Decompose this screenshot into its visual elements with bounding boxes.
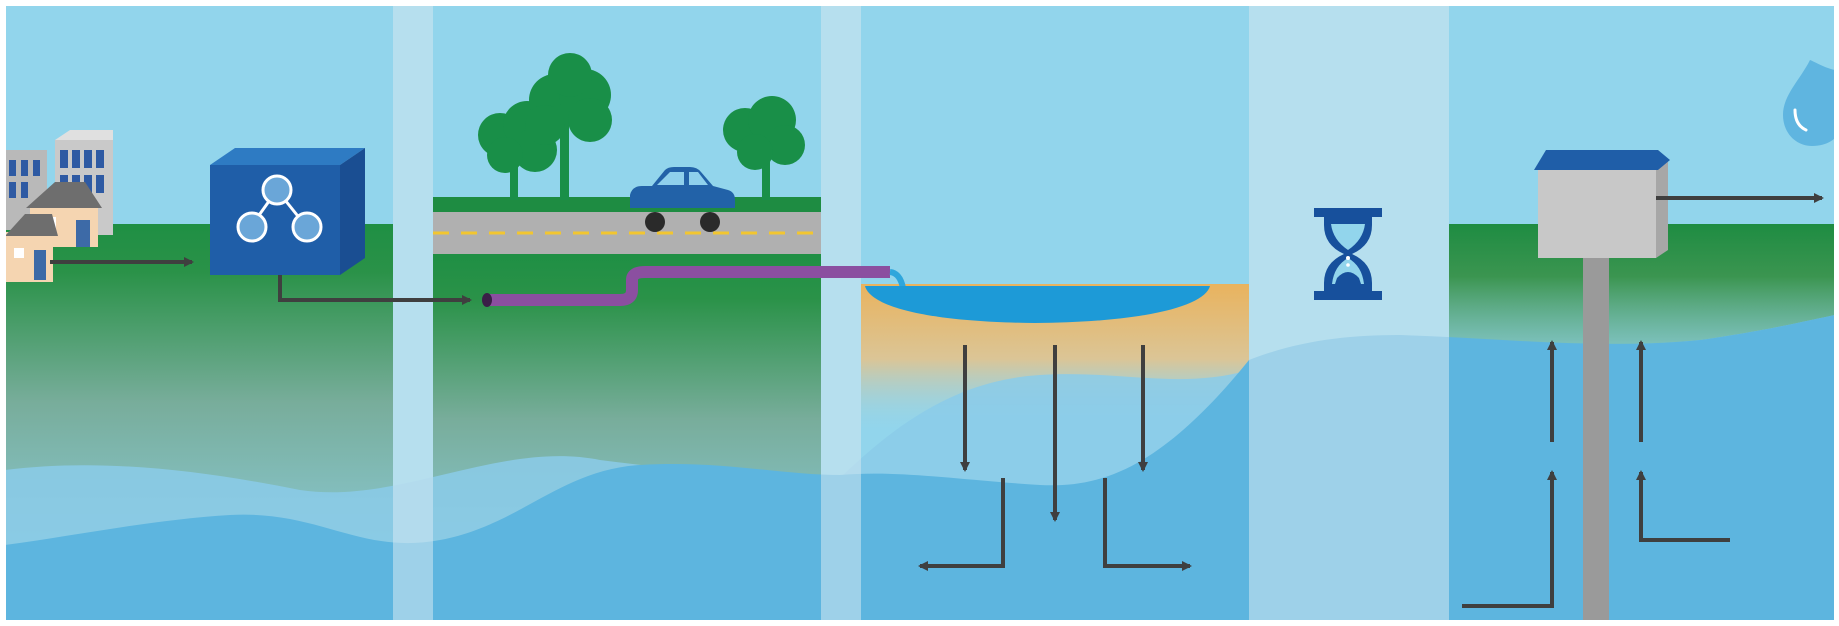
basin-icon	[865, 286, 1210, 323]
extraction-arrows-icon	[1462, 340, 1730, 608]
houses-icon	[5, 182, 102, 282]
divider-3	[1249, 5, 1449, 621]
trees-icon	[478, 53, 805, 200]
divider-2	[821, 5, 861, 621]
car-icon	[630, 167, 735, 232]
flow-arrow-to-pipe	[278, 275, 472, 305]
frame-border	[4, 4, 1836, 622]
infiltration-arrows-icon	[918, 345, 1192, 571]
pipe-icon	[487, 266, 890, 306]
water-drop-highlight	[1793, 108, 1808, 132]
well-icon	[1534, 150, 1670, 621]
pipe-end	[482, 293, 492, 307]
hourglass-icon	[1314, 208, 1382, 300]
pipe-outflow	[889, 269, 906, 289]
water-drop-icon	[1783, 60, 1835, 146]
divider-1	[393, 5, 433, 621]
treatment-cube-icon	[210, 148, 365, 275]
